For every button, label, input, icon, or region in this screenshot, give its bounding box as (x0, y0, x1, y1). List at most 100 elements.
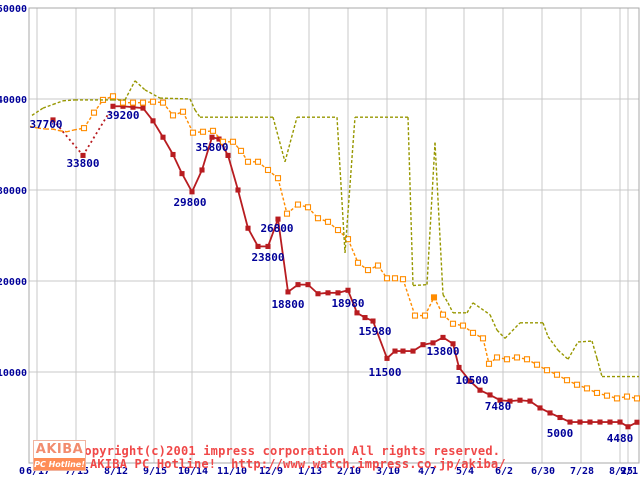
olive-dashed-price-segment (466, 302, 474, 314)
red-solid-price-marker (440, 334, 446, 340)
orange-dashed-price-marker (583, 385, 591, 392)
red-solid-price-segment (181, 173, 193, 193)
red-solid-price-marker (430, 340, 436, 346)
red-solid-price-marker (160, 134, 166, 140)
red-solid-price-marker (170, 151, 176, 158)
red-solid-price-marker (537, 405, 543, 411)
red-solid-price-segment (267, 218, 279, 247)
plot-border (28, 7, 640, 464)
x-tick-label: 6/2 (495, 466, 513, 477)
orange-dashed-price-marker (364, 267, 372, 274)
red-solid-price-marker (315, 291, 321, 297)
olive-dashed-price-segment (442, 294, 449, 304)
orange-dashed-price-marker (479, 335, 487, 342)
red-solid-price-marker (527, 398, 533, 404)
orange-dashed-price-marker (80, 125, 88, 132)
price-label: 23800 (251, 251, 284, 264)
red-solid-price-marker (50, 117, 56, 123)
red-solid-price-segment (277, 218, 289, 293)
olive-dashed-price-segment (189, 98, 196, 111)
red-solid-price-marker (467, 378, 473, 384)
red-solid-price-marker (456, 364, 462, 371)
price-label: 39200 (106, 109, 139, 122)
orange-dashed-price-marker (119, 99, 127, 106)
red-solid-price-segment (152, 120, 164, 138)
red-solid-price-segment (347, 289, 358, 314)
olive-dashed-price-segment (426, 142, 436, 285)
price-label: 37700 (29, 118, 62, 131)
orange-dashed-price-marker (399, 276, 407, 283)
orange-dashed-price-marker (439, 311, 447, 318)
red-solid-price-marker (199, 167, 205, 173)
y-tick-label: 20000 (0, 277, 27, 288)
olive-dashed-price-segment (577, 340, 593, 343)
price-label: 11500 (368, 366, 401, 379)
orange-dashed-price-marker (469, 329, 477, 336)
olive-dashed-price-segment (596, 358, 603, 377)
price-label: 18980 (331, 297, 364, 310)
red-solid-price-marker (477, 387, 483, 393)
orange-dashed-price-marker (391, 275, 399, 282)
orange-dashed-price-marker (139, 99, 147, 106)
red-solid-price-marker (295, 282, 301, 288)
olive-dashed-price-segment (134, 80, 146, 91)
x-tick-label: 3/10 (376, 466, 400, 477)
red-solid-price-marker (557, 414, 563, 421)
olive-dashed-price-segment (557, 349, 569, 360)
y-tick-label: 50000 (0, 4, 27, 15)
orange-dashed-price-marker (533, 361, 541, 368)
orange-dashed-price-marker (237, 147, 245, 154)
orange-dashed-price-marker (374, 262, 382, 269)
red-solid-price-marker (345, 287, 351, 293)
orange-dashed-price-marker (209, 127, 217, 134)
red-solid-price-marker (209, 134, 215, 140)
olive-dashed-price-segment (547, 336, 559, 351)
orange-dashed-price-marker (543, 367, 551, 374)
red-solid-price-marker (617, 419, 623, 425)
olive-dashed-price-segment (159, 97, 191, 100)
orange-dashed-price-marker (633, 395, 640, 402)
x-tick-label: 6/30 (531, 466, 555, 477)
y-tick-label: 40000 (0, 95, 27, 106)
orange-dashed-price-marker (189, 129, 197, 136)
orange-dashed-price-marker (623, 393, 631, 400)
x-tick-label: 5/4 (456, 466, 474, 477)
orange-dashed-price-segment (182, 111, 194, 133)
red-solid-price-marker (354, 310, 360, 316)
copyright-line-1: Copyright(c)2001 impress corporation All… (77, 444, 501, 458)
red-solid-price-marker (400, 348, 406, 354)
price-label: 7480 (485, 400, 512, 413)
x-tick-label: 6/17 (26, 466, 50, 477)
red-solid-price-marker (370, 318, 376, 324)
orange-dashed-price-marker (593, 389, 601, 396)
price-label: 15980 (358, 325, 391, 338)
orange-dashed-price-segment (482, 338, 490, 364)
red-solid-price-marker (225, 152, 231, 158)
orange-dashed-price-segment (402, 278, 416, 316)
olive-dashed-price-segment (272, 117, 286, 162)
red-solid-price-marker (577, 419, 583, 425)
price-label: 13800 (426, 345, 459, 358)
orange-dashed-price-marker (229, 138, 237, 145)
orange-dashed-price-segment (37, 127, 47, 130)
x-tick-label: 8/25 (609, 466, 633, 477)
x-tick-label: 12/9 (259, 466, 283, 477)
orange-dashed-price-marker (485, 360, 493, 367)
x-tick-label: 7/28 (570, 466, 594, 477)
x-tick-label: 10/14 (178, 466, 208, 477)
olive-dashed-price-segment (344, 117, 356, 253)
red-solid-price-marker (189, 189, 195, 195)
olive-dashed-price-segment (62, 99, 76, 102)
red-solid-price-segment (247, 227, 259, 247)
orange-dashed-price-segment (347, 238, 359, 264)
red-solid-price-segment (452, 343, 460, 368)
olive-dashed-price-segment (496, 329, 506, 339)
olive-dashed-price-segment (447, 302, 454, 314)
orange-dashed-price-segment (59, 130, 68, 133)
red-solid-price-marker (507, 398, 513, 404)
orange-dashed-price-marker (283, 210, 291, 217)
red-solid-price-marker (487, 392, 493, 398)
akiba-logo-text: AKIBA (35, 442, 84, 457)
orange-dashed-price-marker (354, 259, 362, 266)
